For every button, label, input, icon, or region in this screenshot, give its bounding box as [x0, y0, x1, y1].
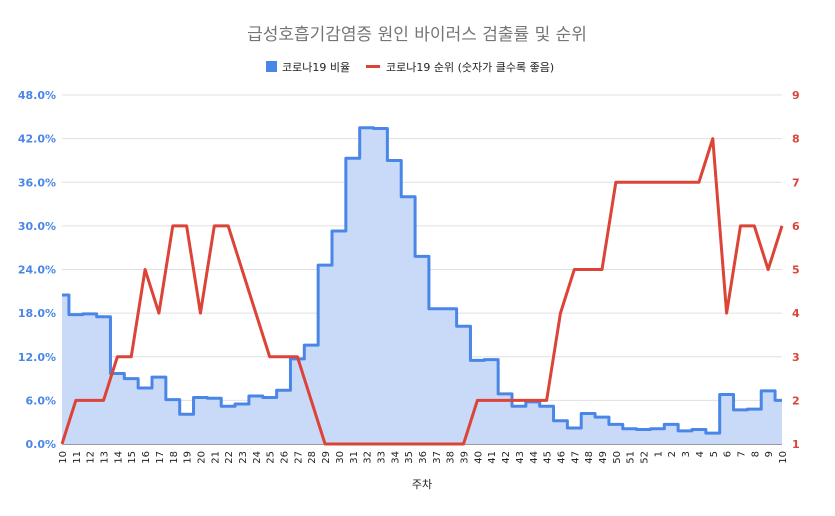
x-tick-label: 15: [127, 451, 138, 464]
y-right-axis: 1 2 3 4 5 6 7 8 9: [792, 89, 800, 451]
x-tick-label: 7: [736, 451, 747, 457]
x-tick-label: 11: [72, 451, 83, 464]
x-tick-label: 45: [543, 451, 554, 464]
x-tick-label: 10: [778, 451, 789, 464]
y-right-tick-label: 7: [792, 176, 800, 189]
x-tick-label: 39: [460, 451, 471, 464]
x-tick-label: 17: [155, 451, 166, 464]
x-tick-label: 32: [363, 451, 374, 464]
x-tick-label: 5: [709, 451, 720, 457]
x-tick-label: 21: [210, 451, 221, 464]
x-tick-label: 16: [141, 451, 152, 464]
chart-title: 급성호흡기감염증 원인 바이러스 검출률 및 순위: [247, 25, 587, 45]
x-tick-label: 24: [252, 451, 263, 464]
x-tick-label: 49: [598, 451, 609, 464]
legend-label-rank: 코로나19 순위 (숫자가 클수록 좋음): [386, 61, 554, 74]
x-tick-label: 30: [335, 451, 346, 464]
y-left-tick-label: 48.0%: [18, 89, 56, 102]
y-left-tick-label: 18.0%: [18, 307, 56, 320]
ratio-step-line: [62, 126, 782, 435]
y-right-tick-label: 3: [792, 351, 800, 364]
ratio-area-layer: [62, 126, 782, 444]
y-left-tick-label: 6.0%: [25, 394, 56, 407]
legend-label-ratio: 코로나19 비율: [282, 61, 350, 74]
y-right-tick-label: 2: [792, 394, 800, 407]
x-tick-label: 51: [626, 451, 637, 464]
x-tick-label: 40: [473, 451, 484, 464]
y-right-tick-label: 5: [792, 264, 800, 277]
y-right-tick-label: 9: [792, 89, 800, 102]
x-tick-label: 20: [196, 451, 207, 464]
y-left-tick-label: 0.0%: [25, 438, 56, 451]
x-tick-label: 23: [238, 451, 249, 464]
x-tick-label: 47: [570, 451, 581, 464]
x-tick-label: 31: [349, 451, 360, 464]
x-tick-label: 25: [266, 451, 277, 464]
x-tick-label: 3: [681, 451, 692, 457]
x-tick-label: 34: [390, 451, 401, 464]
y-right-tick-label: 8: [792, 133, 800, 146]
x-tick-label: 6: [723, 451, 734, 457]
x-tick-label: 12: [86, 451, 97, 464]
x-tick-label: 19: [183, 451, 194, 464]
x-axis: 10 11 12 13 14 15 16 17 18 19 20 21 22 23 24 25 26 27 28 29…: [58, 451, 789, 464]
y-right-tick-label: 4: [792, 307, 800, 320]
x-tick-label: 43: [515, 451, 526, 464]
x-tick-label: 52: [640, 451, 651, 464]
x-tick-label: 27: [293, 451, 304, 464]
y-left-tick-label: 12.0%: [18, 351, 56, 364]
x-tick-label: 50: [612, 451, 623, 464]
x-tick-label: 28: [307, 451, 318, 464]
x-tick-label: 48: [584, 451, 595, 464]
x-tick-label: 22: [224, 451, 235, 464]
x-tick-label: 42: [501, 451, 512, 464]
legend: 코로나19 비율 코로나19 순위 (숫자가 클수록 좋음): [266, 61, 554, 74]
x-tick-label: 46: [556, 451, 567, 464]
x-tick-label: 37: [432, 451, 443, 464]
x-tick-label: 9: [764, 451, 775, 457]
x-tick-label: 41: [487, 451, 498, 464]
legend-swatch-ratio: [266, 61, 277, 72]
x-tick-label: 10: [58, 451, 69, 464]
x-tick-label: 26: [280, 451, 291, 464]
x-tick-label: 18: [169, 451, 180, 464]
x-tick-label: 38: [446, 451, 457, 464]
x-tick-label: 44: [529, 451, 540, 464]
x-tick-label: 1: [653, 451, 664, 457]
y-right-tick-label: 6: [792, 220, 800, 233]
x-tick-label: 2: [667, 451, 678, 457]
ratio-area-fill: [62, 127, 782, 444]
y-right-tick-label: 1: [792, 438, 800, 451]
x-tick-label: 29: [321, 451, 332, 464]
y-left-axis: 0.0% 6.0% 12.0% 18.0% 24.0% 30.0% 36.0% 42.0% 48…: [18, 89, 56, 451]
x-tick-label: 35: [404, 451, 415, 464]
x-axis-label: 주차: [412, 478, 432, 491]
y-left-tick-label: 30.0%: [18, 220, 56, 233]
x-tick-label: 8: [750, 451, 761, 457]
x-tick-label: 33: [376, 451, 387, 464]
y-left-tick-label: 36.0%: [18, 176, 56, 189]
rank-line-layer: [60, 137, 784, 446]
x-tick-label: 36: [418, 451, 429, 464]
rank-line: [60, 137, 784, 446]
y-left-tick-label: 24.0%: [18, 264, 56, 277]
x-tick-label: 13: [100, 451, 111, 464]
x-tick-label: 4: [695, 451, 706, 457]
y-left-tick-label: 42.0%: [18, 133, 56, 146]
x-tick-label: 14: [113, 451, 124, 464]
